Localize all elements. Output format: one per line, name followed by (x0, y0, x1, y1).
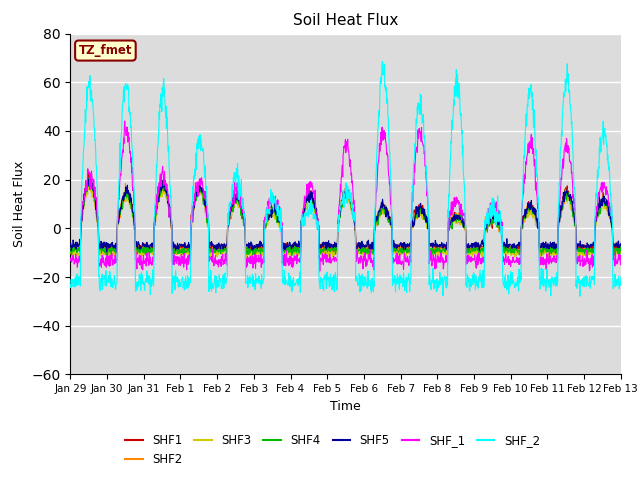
SHF3 (360, 257, 367, 263)
SHF2 (176, 247, 184, 252)
SHF2 (431, 247, 439, 252)
SHF2 (538, 253, 545, 259)
SHF_2 (552, 281, 559, 287)
SHF2 (85, 177, 93, 183)
SHF_2 (175, 277, 183, 283)
SHF2 (67, 252, 74, 258)
Line: SHF3: SHF3 (70, 182, 621, 260)
SHF1 (84, 171, 92, 177)
SHF_1 (189, 207, 197, 213)
SHF_2 (67, 282, 74, 288)
SHF3 (504, 250, 511, 256)
SHF_2 (504, 278, 511, 284)
SHF1 (213, 251, 221, 257)
Line: SHF2: SHF2 (70, 180, 621, 256)
SHF_1 (552, 259, 560, 264)
SHF5 (432, 239, 440, 245)
SHF_2 (576, 293, 584, 299)
SHF1 (617, 247, 625, 252)
SHF4 (552, 247, 560, 252)
SHF4 (87, 174, 95, 180)
Line: SHF_2: SHF_2 (70, 61, 621, 296)
Line: SHF_1: SHF_1 (70, 121, 621, 271)
SHF5 (252, 245, 259, 251)
SHF5 (617, 240, 625, 246)
SHF5 (177, 241, 184, 247)
SHF1 (189, 206, 197, 212)
SHF3 (176, 249, 184, 254)
Y-axis label: Soil Heat Flux: Soil Heat Flux (13, 161, 26, 247)
SHF5 (504, 243, 511, 249)
SHF2 (617, 248, 625, 254)
SHF3 (617, 248, 625, 253)
SHF3 (189, 212, 197, 217)
SHF_1 (176, 262, 184, 267)
Text: TZ_fmet: TZ_fmet (79, 44, 132, 57)
SHF4 (361, 253, 369, 259)
SHF4 (67, 248, 74, 254)
SHF1 (432, 246, 440, 252)
SHF3 (251, 250, 259, 255)
SHF4 (432, 246, 440, 252)
SHF5 (88, 174, 95, 180)
SHF4 (189, 210, 197, 216)
X-axis label: Time: Time (330, 400, 361, 413)
SHF_1 (121, 118, 129, 124)
SHF1 (67, 241, 74, 247)
SHF1 (252, 243, 259, 249)
SHF2 (251, 253, 259, 259)
SHF5 (67, 241, 74, 247)
SHF5 (189, 203, 197, 208)
SHF4 (504, 248, 511, 254)
SHF_2 (189, 184, 196, 190)
Line: SHF4: SHF4 (70, 177, 621, 256)
SHF5 (103, 249, 111, 254)
SHF_1 (251, 259, 259, 264)
SHF2 (504, 245, 511, 251)
SHF3 (84, 180, 92, 185)
SHF1 (552, 248, 560, 254)
SHF_1 (504, 257, 511, 263)
SHF_1 (617, 261, 625, 266)
SHF4 (251, 252, 259, 258)
SHF3 (67, 246, 74, 252)
Line: SHF1: SHF1 (70, 174, 621, 254)
SHF_1 (432, 252, 440, 258)
SHF2 (189, 207, 197, 213)
SHF5 (552, 241, 560, 247)
SHF_2 (431, 280, 439, 286)
SHF2 (552, 247, 560, 252)
SHF1 (504, 247, 511, 252)
SHF1 (176, 244, 184, 250)
SHF_2 (379, 59, 387, 64)
Legend: SHF1, SHF2, SHF3, SHF4, SHF5, SHF_1, SHF_2: SHF1, SHF2, SHF3, SHF4, SHF5, SHF_1, SHF… (120, 430, 545, 471)
SHF3 (552, 251, 560, 257)
SHF_2 (617, 274, 625, 280)
Title: Soil Heat Flux: Soil Heat Flux (293, 13, 398, 28)
SHF_1 (316, 268, 324, 274)
SHF_2 (250, 277, 258, 283)
SHF_1 (67, 258, 74, 264)
SHF4 (617, 248, 625, 253)
SHF4 (176, 250, 184, 256)
SHF3 (432, 252, 440, 258)
Line: SHF5: SHF5 (70, 177, 621, 252)
